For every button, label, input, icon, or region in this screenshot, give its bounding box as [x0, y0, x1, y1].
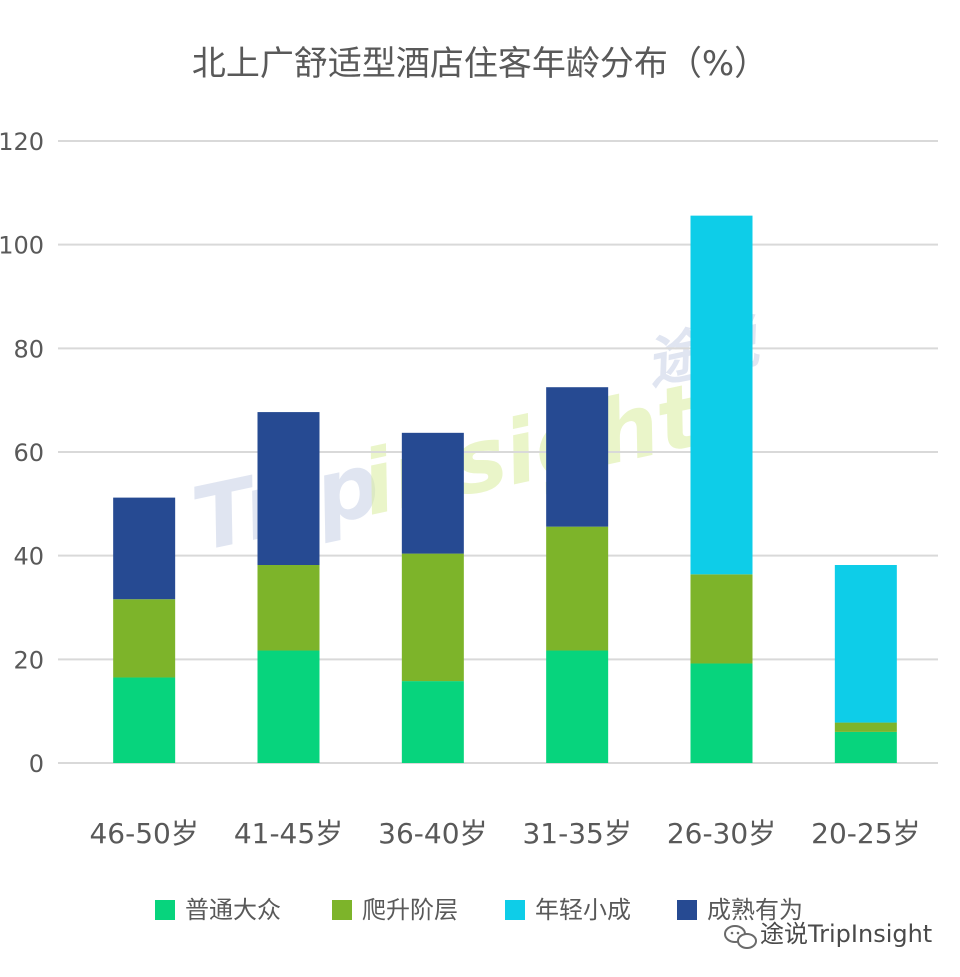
bar-segment [834, 722, 897, 732]
legend-label: 年轻小成 [535, 896, 631, 924]
bar-segment [401, 432, 464, 554]
bar-segment [257, 564, 320, 651]
bar-segment [401, 553, 464, 682]
x-axis: 46-50岁 41-45岁 36-40岁 31-35岁 26-30岁 20-25岁 [89, 817, 920, 850]
bars [113, 215, 897, 763]
y-tick-label: 20 [13, 646, 44, 674]
bar-segment [546, 526, 609, 651]
gridlines [58, 140, 938, 764]
bar-segment [113, 677, 176, 763]
y-tick-label: 80 [13, 335, 44, 363]
legend-swatch [505, 900, 525, 920]
y-tick-label: 40 [13, 543, 44, 571]
bar-segment [690, 215, 753, 575]
chart-title: 北上广舒适型酒店住客年龄分布（%） [192, 44, 768, 84]
y-axis: 0 20 40 60 80 100 120 [0, 128, 44, 778]
x-tick-label: 26-30岁 [667, 817, 776, 850]
wechat-icon [724, 925, 757, 949]
bar-segment [401, 681, 464, 763]
bar-segment [257, 650, 320, 763]
bar-segment [546, 387, 609, 527]
legend-label: 爬升阶层 [362, 896, 458, 924]
x-tick-label: 46-50岁 [89, 817, 198, 850]
y-tick-label: 60 [13, 439, 44, 467]
corner-watermark-text: 途说TripInsight [760, 920, 932, 948]
legend: 普通大众 爬升阶层 年轻小成 成熟有为 [155, 896, 803, 924]
x-tick-label: 31-35岁 [522, 817, 631, 850]
bar-segment [690, 574, 753, 664]
bar-segment [546, 650, 609, 763]
legend-swatch [155, 900, 175, 920]
bar-segment [834, 564, 897, 723]
corner-watermark: 途说TripInsight [724, 920, 932, 949]
legend-label: 成熟有为 [707, 896, 803, 924]
y-tick-label: 120 [0, 128, 44, 156]
bar-segment [690, 663, 753, 763]
legend-label: 普通大众 [185, 896, 281, 924]
bar-segment [257, 412, 320, 565]
bar-segment [113, 599, 176, 678]
x-tick-label: 20-25岁 [811, 817, 920, 850]
y-tick-label: 100 [0, 232, 44, 260]
bar-segment [113, 497, 176, 600]
x-tick-label: 41-45岁 [234, 817, 343, 850]
bar-segment [834, 731, 897, 763]
legend-swatch [332, 900, 352, 920]
legend-swatch [677, 900, 697, 920]
y-tick-label: 0 [29, 750, 44, 778]
x-tick-label: 36-40岁 [378, 817, 487, 850]
